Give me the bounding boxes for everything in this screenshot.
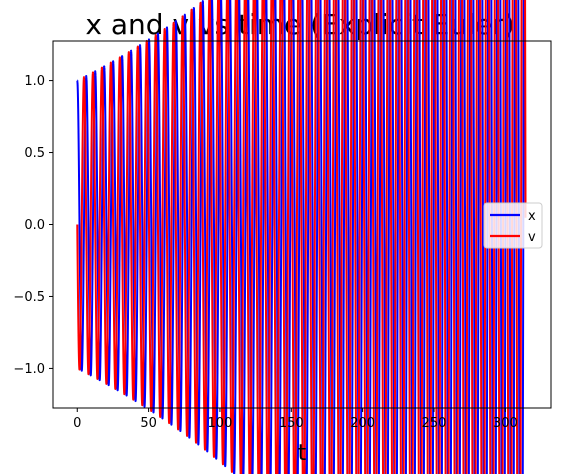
y-tick-label: −0.5 — [13, 290, 45, 305]
legend-v-label: v — [528, 230, 536, 245]
x-tick-label: 0 — [73, 416, 81, 431]
x-axis-ticks: 0 50 100 150 200 250 300 — [73, 408, 518, 431]
y-tick-label: 1.0 — [24, 74, 45, 89]
y-axis-ticks: −1.0 −0.5 0.0 0.5 1.0 — [13, 74, 53, 377]
x-tick-label: 100 — [208, 416, 233, 431]
x-tick-label: 150 — [279, 416, 304, 431]
x-tick-label: 50 — [140, 416, 157, 431]
x-tick-label: 200 — [350, 416, 375, 431]
legend: x v — [483, 202, 543, 249]
series-v-line — [76, 0, 527, 474]
y-tick-label: 0.0 — [24, 218, 45, 233]
x-axis-label: t — [298, 441, 307, 466]
series-layer — [76, 0, 527, 474]
legend-x-label: x — [528, 209, 536, 224]
y-tick-label: 0.5 — [24, 146, 45, 161]
x-tick-label: 300 — [493, 416, 518, 431]
y-tick-label: −1.0 — [13, 362, 45, 377]
x-tick-label: 250 — [422, 416, 447, 431]
